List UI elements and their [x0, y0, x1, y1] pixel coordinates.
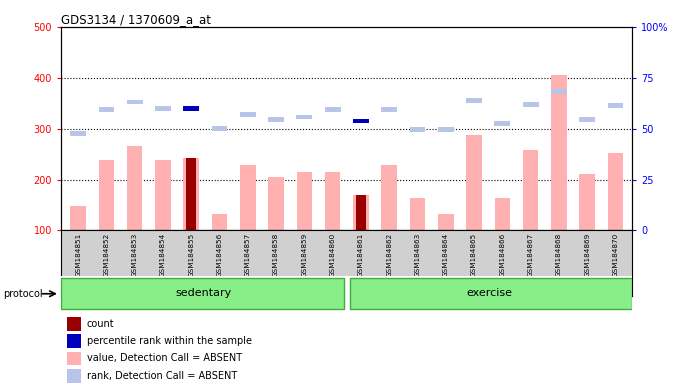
Text: GSM184856: GSM184856 [216, 232, 222, 276]
Bar [67, 334, 81, 348]
Bar [381, 107, 397, 112]
Bar [186, 158, 197, 230]
Text: protocol: protocol [3, 289, 43, 299]
Text: value, Detection Call = ABSENT: value, Detection Call = ABSENT [87, 353, 242, 363]
Bar [325, 107, 341, 112]
Bar [607, 103, 624, 108]
Bar [353, 195, 369, 230]
Bar [211, 214, 227, 230]
Bar [350, 278, 632, 310]
Bar [353, 119, 369, 123]
Bar [126, 100, 143, 104]
Bar [325, 172, 341, 230]
Bar [381, 165, 397, 230]
Bar [466, 98, 482, 103]
Text: GSM184855: GSM184855 [188, 232, 194, 276]
Text: count: count [87, 319, 114, 329]
Bar [70, 131, 86, 136]
Text: GSM184868: GSM184868 [556, 232, 562, 276]
Text: GSM184865: GSM184865 [471, 232, 477, 276]
Text: GSM184857: GSM184857 [245, 232, 251, 276]
Text: exercise: exercise [466, 288, 513, 298]
Bar [240, 112, 256, 117]
Bar [155, 106, 171, 111]
Bar [296, 115, 312, 119]
Text: GSM184869: GSM184869 [584, 232, 590, 276]
Text: rank, Detection Call = ABSENT: rank, Detection Call = ABSENT [87, 371, 237, 381]
Bar [99, 160, 114, 230]
Text: GSM184861: GSM184861 [358, 232, 364, 276]
Text: GSM184866: GSM184866 [499, 232, 505, 276]
Bar [356, 195, 366, 230]
Bar [184, 106, 199, 111]
Bar [268, 117, 284, 122]
Bar [67, 369, 81, 382]
Bar [523, 150, 539, 230]
Text: GDS3134 / 1370609_a_at: GDS3134 / 1370609_a_at [61, 13, 211, 26]
Bar [579, 174, 595, 230]
Bar [71, 206, 86, 230]
Text: GSM184863: GSM184863 [415, 232, 420, 276]
Bar [67, 351, 81, 365]
Bar [61, 278, 344, 310]
Text: GSM184859: GSM184859 [301, 232, 307, 276]
Text: GSM184852: GSM184852 [103, 232, 109, 276]
Text: sedentary: sedentary [176, 288, 232, 298]
Text: GSM184858: GSM184858 [273, 232, 279, 276]
Bar [99, 107, 114, 112]
Bar [211, 126, 228, 131]
Text: GSM184853: GSM184853 [132, 232, 138, 276]
Text: GSM184851: GSM184851 [75, 232, 81, 276]
Text: GSM184864: GSM184864 [443, 232, 449, 276]
Bar [409, 127, 426, 132]
Text: GSM184854: GSM184854 [160, 232, 166, 276]
Text: GSM184862: GSM184862 [386, 232, 392, 276]
Bar [184, 106, 199, 111]
Bar [466, 135, 482, 230]
Text: GSM184860: GSM184860 [330, 232, 336, 276]
Bar [296, 172, 312, 230]
Bar [438, 214, 454, 230]
Text: GSM184870: GSM184870 [613, 232, 618, 276]
Bar [551, 75, 566, 230]
Bar [353, 119, 369, 123]
Bar [410, 199, 425, 230]
Bar [608, 152, 623, 230]
Bar [269, 177, 284, 230]
Bar [551, 89, 567, 94]
Bar [127, 146, 143, 230]
Bar [67, 317, 81, 331]
Bar [494, 199, 510, 230]
Bar [494, 121, 510, 126]
Text: GSM184867: GSM184867 [528, 232, 534, 276]
Text: percentile rank within the sample: percentile rank within the sample [87, 336, 252, 346]
Bar [184, 158, 199, 230]
Bar [155, 160, 171, 230]
Bar [579, 117, 595, 122]
Bar [523, 102, 539, 106]
Bar [240, 165, 256, 230]
Bar [438, 127, 454, 132]
